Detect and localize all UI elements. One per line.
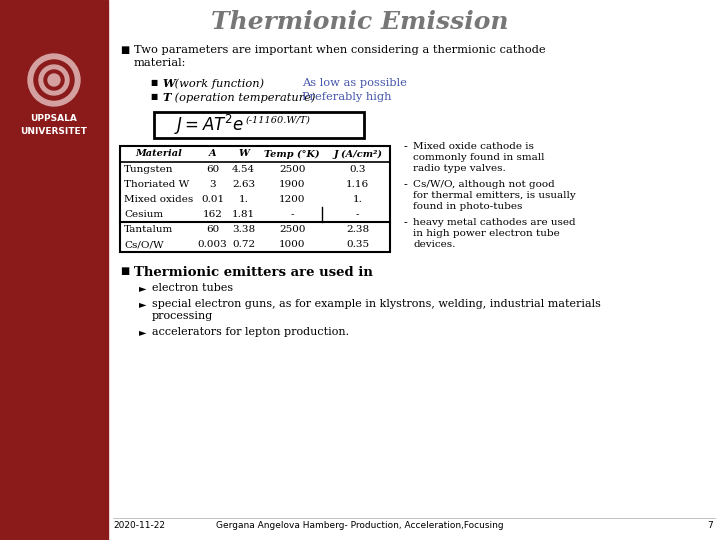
Text: T: T <box>162 92 171 103</box>
Text: -: - <box>290 210 294 219</box>
Text: Mixed oxide cathode is: Mixed oxide cathode is <box>413 142 534 151</box>
Text: Thoriated W: Thoriated W <box>124 180 189 189</box>
Text: commonly found in small: commonly found in small <box>413 153 544 162</box>
Text: heavy metal cathodes are used: heavy metal cathodes are used <box>413 218 575 227</box>
Text: 0.01: 0.01 <box>201 195 224 204</box>
Text: 1.: 1. <box>353 195 363 204</box>
Text: 2.63: 2.63 <box>232 180 255 189</box>
Text: (-11160.W/T): (-11160.W/T) <box>246 116 311 125</box>
Text: -: - <box>404 180 408 190</box>
Text: Temp (°K): Temp (°K) <box>264 150 320 159</box>
Text: 1.16: 1.16 <box>346 180 369 189</box>
Text: Gergana Angelova Hamberg- Production, Acceleration,Focusing: Gergana Angelova Hamberg- Production, Ac… <box>216 522 504 530</box>
Text: ►: ► <box>139 299 146 309</box>
Text: radio type valves.: radio type valves. <box>413 164 505 173</box>
Text: 2500: 2500 <box>279 225 305 234</box>
Text: ■: ■ <box>120 266 130 276</box>
Text: 3: 3 <box>210 180 216 189</box>
Text: -: - <box>356 210 359 219</box>
Text: 0.3: 0.3 <box>349 165 366 174</box>
Text: 0.35: 0.35 <box>346 240 369 249</box>
Text: J (A/cm²): J (A/cm²) <box>333 150 382 159</box>
Circle shape <box>34 60 74 100</box>
Text: Preferably high: Preferably high <box>302 92 392 102</box>
Text: 2020-11-22: 2020-11-22 <box>113 522 165 530</box>
Text: Material: Material <box>135 150 182 159</box>
Text: Cs/O/W: Cs/O/W <box>124 240 163 249</box>
Text: 0.003: 0.003 <box>197 240 228 249</box>
Text: found in photo-tubes: found in photo-tubes <box>413 202 523 211</box>
Text: ►: ► <box>139 283 146 293</box>
Text: -: - <box>404 142 408 152</box>
Text: 4.54: 4.54 <box>232 165 255 174</box>
FancyBboxPatch shape <box>154 112 364 138</box>
Text: Mixed oxides: Mixed oxides <box>124 195 193 204</box>
Text: Tantalum: Tantalum <box>124 225 174 234</box>
Text: ■: ■ <box>120 45 130 55</box>
Text: W: W <box>162 78 175 89</box>
Text: 7: 7 <box>707 522 713 530</box>
Text: for thermal emitters, is usually: for thermal emitters, is usually <box>413 191 576 200</box>
Text: 1.81: 1.81 <box>232 210 255 219</box>
Text: material:: material: <box>134 58 186 68</box>
Text: (operation temperature): (operation temperature) <box>171 92 315 103</box>
Text: in high power electron tube: in high power electron tube <box>413 229 559 238</box>
Text: 162: 162 <box>202 210 222 219</box>
Text: Thermionic emitters are used in: Thermionic emitters are used in <box>134 266 373 279</box>
Text: UPPSALA
UNIVERSITET: UPPSALA UNIVERSITET <box>21 114 87 136</box>
Text: ►: ► <box>139 327 146 337</box>
Text: 1900: 1900 <box>279 180 305 189</box>
Text: Cesium: Cesium <box>124 210 163 219</box>
Circle shape <box>48 74 60 86</box>
Text: 60: 60 <box>206 225 219 234</box>
Text: 2500: 2500 <box>279 165 305 174</box>
Text: 2.38: 2.38 <box>346 225 369 234</box>
Text: processing: processing <box>152 311 213 321</box>
Text: Two parameters are important when considering a thermionic cathode: Two parameters are important when consid… <box>134 45 546 55</box>
Bar <box>120 146 390 252</box>
Circle shape <box>28 54 80 106</box>
Text: As low as possible: As low as possible <box>302 78 407 88</box>
Bar <box>0 0 108 540</box>
Text: accelerators for lepton production.: accelerators for lepton production. <box>152 327 349 337</box>
Text: W: W <box>238 150 249 159</box>
Text: $\mathit{J}=\mathit{AT}^2\mathit{e}$: $\mathit{J}=\mathit{AT}^2\mathit{e}$ <box>174 113 244 137</box>
Text: A: A <box>209 150 216 159</box>
Text: Cs/W/O, although not good: Cs/W/O, although not good <box>413 180 554 189</box>
Text: 3.38: 3.38 <box>232 225 255 234</box>
Text: ■: ■ <box>150 92 157 101</box>
Circle shape <box>39 65 69 95</box>
Text: 60: 60 <box>206 165 219 174</box>
Text: 1200: 1200 <box>279 195 305 204</box>
Text: special electron guns, as for example in klystrons, welding, industrial material: special electron guns, as for example in… <box>152 299 601 309</box>
Text: 0.72: 0.72 <box>232 240 255 249</box>
Text: (work function): (work function) <box>171 78 264 89</box>
Text: 1000: 1000 <box>279 240 305 249</box>
Text: Thermionic Emission: Thermionic Emission <box>211 10 509 34</box>
Text: devices.: devices. <box>413 240 455 249</box>
Text: electron tubes: electron tubes <box>152 283 233 293</box>
Text: Tungsten: Tungsten <box>124 165 174 174</box>
Text: ■: ■ <box>150 78 157 87</box>
Text: 1.: 1. <box>238 195 248 204</box>
Circle shape <box>44 70 64 90</box>
Text: -: - <box>404 218 408 228</box>
